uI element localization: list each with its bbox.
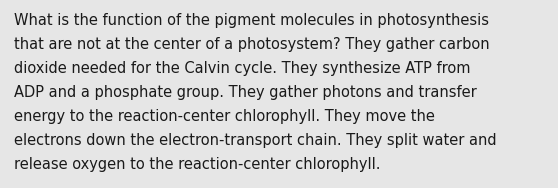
Text: What is the function of the pigment molecules in photosynthesis: What is the function of the pigment mole… [14, 13, 489, 28]
Text: electrons down the electron-transport chain. They split water and: electrons down the electron-transport ch… [14, 133, 497, 148]
Text: energy to the reaction-center chlorophyll. They move the: energy to the reaction-center chlorophyl… [14, 109, 435, 124]
Text: dioxide needed for the Calvin cycle. They synthesize ATP from: dioxide needed for the Calvin cycle. The… [14, 61, 470, 76]
Text: release oxygen to the reaction-center chlorophyll.: release oxygen to the reaction-center ch… [14, 157, 381, 172]
Text: ADP and a phosphate group. They gather photons and transfer: ADP and a phosphate group. They gather p… [14, 85, 477, 100]
Text: that are not at the center of a photosystem? They gather carbon: that are not at the center of a photosys… [14, 37, 489, 52]
